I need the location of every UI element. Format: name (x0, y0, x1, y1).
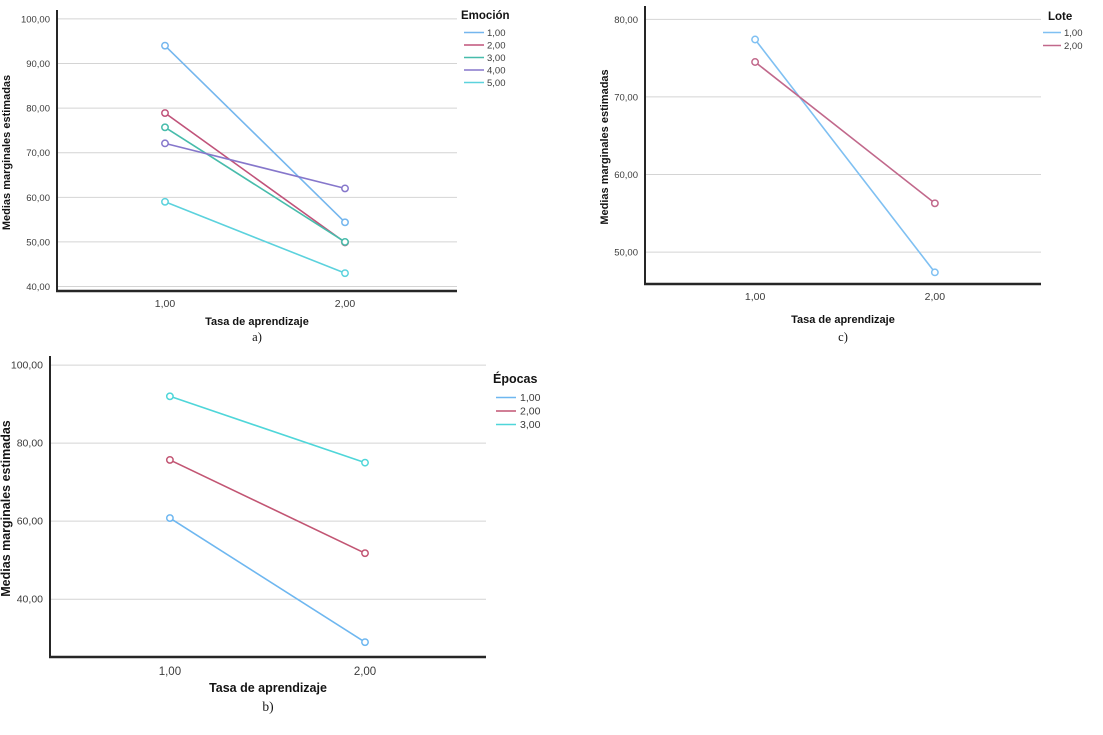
data-point-marker (165, 514, 174, 523)
chart-c-lote: 80,00 70,00 60,00 50,00 1,00 2,00 Tasa de apre… (599, 0, 1103, 350)
data-point-marker (930, 268, 939, 277)
x-tick-label: 2,00 (925, 291, 946, 303)
y-tick-label: 40,00 (26, 282, 50, 293)
data-point-marker (361, 549, 369, 558)
data-point-marker (341, 218, 349, 227)
y-tick-label: 70,00 (26, 148, 50, 159)
x-tick-label: 1,00 (159, 666, 181, 678)
y-tick-label: 60,00 (17, 516, 43, 528)
x-tick-label: 1,00 (155, 298, 176, 310)
data-point-marker (165, 455, 174, 464)
y-axis-title: Medias marginales estimadas (1, 75, 13, 230)
data-point-marker (341, 184, 349, 193)
legend-title: Épocas (493, 371, 538, 386)
legend-item-label: 5,00 (487, 78, 506, 89)
data-point-marker (161, 41, 169, 50)
x-axis-title: Tasa de aprendizaje (791, 314, 895, 326)
legend-item-label: 4,00 (487, 66, 506, 77)
x-tick-label: 1,00 (745, 291, 766, 303)
y-axis-title: Medias marginales estimadas (600, 69, 611, 224)
chart-caption: c) (838, 330, 848, 344)
chart-caption: b) (262, 699, 273, 714)
legend-item-label: 2,00 (1064, 41, 1083, 52)
x-tick-label: 2,00 (335, 298, 356, 310)
data-point-marker (751, 58, 760, 66)
x-tick-label: 2,00 (354, 666, 376, 678)
data-point-marker (341, 237, 349, 246)
series-line-2,00 (164, 112, 346, 244)
chart-a-svg: 100,00 90,00 80,00 70,00 60,00 50,00 40,00 1,00… (1, 10, 510, 344)
series-line-1,00 (164, 45, 346, 223)
series-line-1,00 (169, 517, 366, 643)
y-tick-label: 40,00 (17, 594, 43, 606)
legend-item-label: 3,00 (520, 419, 541, 431)
y-tick-label: 80,00 (614, 15, 638, 26)
legend-item-label: 3,00 (487, 53, 506, 64)
chart-c-svg: 80,00 70,00 60,00 50,00 1,00 2,00 Tasa de apre… (599, 6, 1083, 344)
y-tick-label: 50,00 (614, 248, 638, 259)
y-tick-label: 60,00 (614, 170, 638, 181)
data-point-marker (751, 35, 760, 44)
y-tick-label: 80,00 (17, 438, 43, 450)
y-tick-label: 100,00 (21, 14, 50, 25)
series-line-1,00 (754, 39, 936, 273)
legend-title: Lote (1048, 11, 1072, 23)
legend-item-label: 1,00 (520, 392, 541, 404)
chart-b-svg: 100,00 80,00 60,00 40,00 1,00 2,00 Tasa de apr… (0, 356, 541, 714)
series-line-3,00 (164, 126, 346, 243)
data-point-marker (341, 269, 349, 278)
series-line-4,00 (164, 142, 346, 190)
y-tick-label: 100,00 (11, 360, 43, 372)
data-point-marker (165, 392, 174, 401)
data-point-marker (361, 638, 369, 647)
series-line-3,00 (169, 395, 366, 464)
y-tick-label: 70,00 (614, 92, 638, 103)
legend-item-label: 1,00 (1064, 28, 1083, 39)
data-point-marker (361, 458, 369, 467)
series-line-5,00 (164, 201, 346, 274)
data-point-marker (930, 199, 939, 208)
chart-a-emocion: 100,00 90,00 80,00 70,00 60,00 50,00 40,00 1,00… (0, 0, 530, 350)
chart-b-epocas: 100,00 80,00 60,00 40,00 1,00 2,00 Tasa de apr… (0, 355, 570, 735)
y-tick-label: 50,00 (26, 237, 50, 248)
data-point-marker (161, 109, 169, 117)
chart-caption: a) (252, 330, 262, 344)
legend-item-label: 1,00 (487, 28, 506, 39)
series-line-2,00 (169, 459, 366, 554)
y-axis-title: Medias marginales estimadas (0, 420, 13, 597)
x-axis-title: Tasa de aprendizaje (205, 316, 309, 328)
y-tick-label: 60,00 (26, 193, 50, 204)
data-point-marker (161, 123, 169, 132)
data-point-marker (161, 139, 169, 148)
legend-item-label: 2,00 (520, 406, 541, 418)
legend-title: Emoción (461, 10, 510, 22)
series-line-2,00 (754, 61, 936, 204)
x-axis-title: Tasa de aprendizaje (209, 681, 327, 695)
data-point-marker (161, 197, 169, 206)
y-tick-label: 90,00 (26, 59, 50, 70)
legend-item-label: 2,00 (487, 41, 506, 52)
y-tick-label: 80,00 (26, 104, 50, 115)
